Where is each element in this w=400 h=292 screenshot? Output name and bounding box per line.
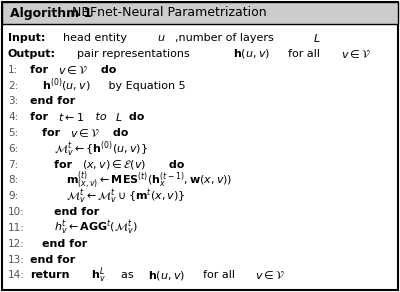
Text: by Equation 5: by Equation 5 xyxy=(104,81,185,91)
Text: end for: end for xyxy=(30,255,75,265)
Text: $v \in \mathcal{V}$: $v \in \mathcal{V}$ xyxy=(58,64,88,76)
Text: for: for xyxy=(54,160,76,170)
Text: 2:: 2: xyxy=(8,81,18,91)
Text: 6:: 6: xyxy=(8,144,18,154)
Text: Output:: Output: xyxy=(8,49,56,59)
Text: NBFnet-Neural Parametrization: NBFnet-Neural Parametrization xyxy=(68,6,267,20)
Text: $h^{t}_{v} \leftarrow \mathbf{AGG}^{t}(\mathcal{M}^{t}_{v})$: $h^{t}_{v} \leftarrow \mathbf{AGG}^{t}(\… xyxy=(54,219,138,237)
Text: $(x, v) \in \mathcal{E}(v)$: $(x, v) \in \mathcal{E}(v)$ xyxy=(82,158,146,171)
Text: $v \in \mathcal{V}$: $v \in \mathcal{V}$ xyxy=(255,269,285,281)
Text: $\mathbf{h}^{(0)}(u, v)$: $\mathbf{h}^{(0)}(u, v)$ xyxy=(42,77,90,94)
Text: $v \in \mathcal{V}$: $v \in \mathcal{V}$ xyxy=(70,127,100,139)
Text: 5:: 5: xyxy=(8,128,18,138)
Text: $L$: $L$ xyxy=(313,32,321,44)
Text: 1:: 1: xyxy=(8,65,18,75)
Text: Algorithm 1: Algorithm 1 xyxy=(10,6,92,20)
Text: do: do xyxy=(165,160,184,170)
Text: $\mathcal{M}^{t}_{v} \leftarrow \mathcal{M}^{t}_{v} \cup \{\mathbf{m}^{t}(x, v)\: $\mathcal{M}^{t}_{v} \leftarrow \mathcal… xyxy=(66,187,186,206)
Text: 13:: 13: xyxy=(8,255,25,265)
Text: 9:: 9: xyxy=(8,191,18,201)
Text: for: for xyxy=(30,65,52,75)
Text: Input:: Input: xyxy=(8,33,45,43)
Text: 4:: 4: xyxy=(8,112,18,122)
Text: pair representations: pair representations xyxy=(70,49,197,59)
Text: $u$: $u$ xyxy=(157,33,166,43)
Text: 11:: 11: xyxy=(8,223,25,233)
Text: do: do xyxy=(125,112,144,122)
Text: 10:: 10: xyxy=(8,207,25,217)
Text: 8:: 8: xyxy=(8,175,18,185)
Text: $\mathbf{h}(u, v)$: $\mathbf{h}(u, v)$ xyxy=(234,47,270,60)
Text: for all: for all xyxy=(196,270,242,280)
Text: $\mathcal{M}^{t}_{v} \leftarrow \{\mathbf{h}^{(0)}(u, v)\}$: $\mathcal{M}^{t}_{v} \leftarrow \{\mathb… xyxy=(54,139,148,159)
Text: head entity: head entity xyxy=(56,33,134,43)
Text: 14:: 14: xyxy=(8,270,25,280)
Text: end for: end for xyxy=(54,207,99,217)
Text: do: do xyxy=(109,128,129,138)
Bar xyxy=(2,2,398,24)
Text: 7:: 7: xyxy=(8,160,18,170)
Text: for all: for all xyxy=(281,49,327,59)
Text: as: as xyxy=(114,270,140,280)
Text: to: to xyxy=(92,112,110,122)
Text: $\mathbf{m}_{(x,v)}^{(t)} \leftarrow \mathbf{MES}^{(t)}(\mathbf{h}^{(t-1)}_{x}, : $\mathbf{m}_{(x,v)}^{(t)} \leftarrow \ma… xyxy=(66,170,232,191)
Text: 12:: 12: xyxy=(8,239,25,249)
Text: $\mathbf{h}^{L}_{v}$: $\mathbf{h}^{L}_{v}$ xyxy=(81,265,106,285)
Text: do: do xyxy=(97,65,117,75)
Text: end for: end for xyxy=(30,96,75,106)
Text: 3:: 3: xyxy=(8,96,18,106)
Text: for: for xyxy=(42,128,64,138)
Text: end for: end for xyxy=(42,239,87,249)
Text: return: return xyxy=(30,270,70,280)
Text: $v \in \mathcal{V}$: $v \in \mathcal{V}$ xyxy=(341,48,371,60)
Text: for: for xyxy=(30,112,52,122)
Text: ,number of layers: ,number of layers xyxy=(168,33,281,43)
Text: $L$: $L$ xyxy=(115,111,123,123)
Text: $\mathbf{h}(u, v)$: $\mathbf{h}(u, v)$ xyxy=(148,269,185,282)
Text: $t \leftarrow 1$: $t \leftarrow 1$ xyxy=(58,111,84,123)
